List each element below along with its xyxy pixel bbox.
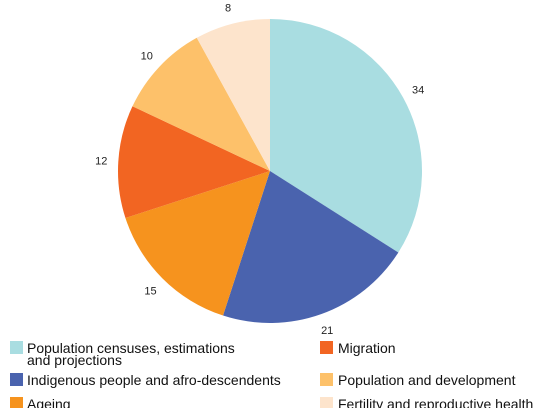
pie-value-label-5: 8 <box>225 2 231 14</box>
legend-item-4: Population and development <box>320 372 516 388</box>
legend-swatch-0 <box>10 341 23 354</box>
legend-label-2: Ageing <box>27 396 71 408</box>
legend-swatch-2 <box>10 397 23 408</box>
pie-value-label-2: 15 <box>144 286 156 298</box>
pie-slice-0 <box>270 19 423 253</box>
legend-label-5: Fertility and reproductive health <box>338 396 533 408</box>
pie-slice-4 <box>132 37 270 171</box>
legend-label-1: Indigenous people and afro-descendents <box>27 372 281 388</box>
pie-value-label-0: 34 <box>412 85 424 97</box>
pie-slices <box>118 18 423 324</box>
legend-swatch-3 <box>320 341 333 354</box>
pie-slice-2 <box>125 171 270 316</box>
pie-value-labels: 34 21 15 12 10 8 <box>95 2 424 337</box>
legend-label-3: Migration <box>338 340 396 356</box>
legend-item-2: Ageing <box>10 396 71 408</box>
legend-item-5: Fertility and reproductive health <box>320 396 533 408</box>
pie-value-label-4: 10 <box>141 50 153 62</box>
legend-item-1: Indigenous people and afro-descendents <box>10 372 281 388</box>
legend-label-0-line-1: and projections <box>27 352 122 368</box>
pie-slice-3 <box>118 106 270 218</box>
pie-slice-1 <box>223 171 399 324</box>
pie-slice-5 <box>196 18 270 171</box>
legend-label-4: Population and development <box>338 372 516 388</box>
legend-item-3: Migration <box>320 340 396 356</box>
pie-value-label-1: 21 <box>321 325 333 337</box>
legend-swatch-4 <box>320 373 333 386</box>
legend-swatch-1 <box>10 373 23 386</box>
legend-label-0-line-0: Population censuses, estimations <box>27 340 235 356</box>
pie-value-label-3: 12 <box>95 155 107 167</box>
legend-swatch-5 <box>320 397 333 408</box>
